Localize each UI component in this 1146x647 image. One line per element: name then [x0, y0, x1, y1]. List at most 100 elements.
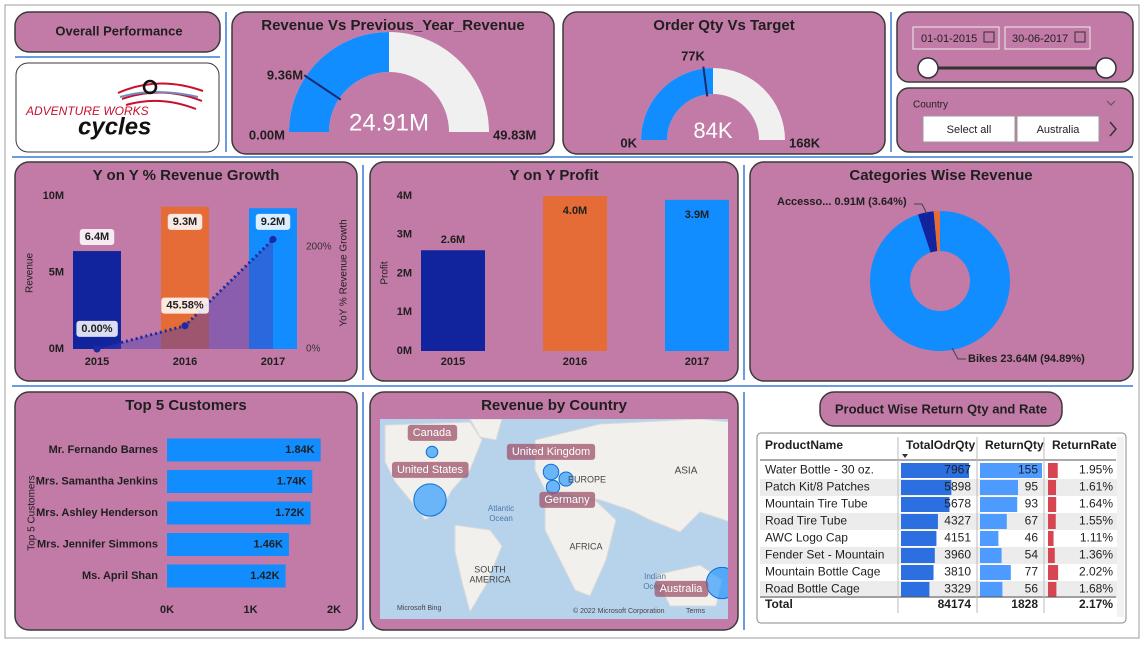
y-tick-label: Mrs. Ashley Henderson	[36, 507, 158, 519]
return-bar	[980, 480, 1018, 495]
cell: 2.02%	[1079, 565, 1113, 579]
bar	[249, 208, 297, 349]
cell: 3960	[944, 548, 971, 562]
bar	[167, 470, 313, 493]
bar-value-label: 2.6M	[441, 234, 465, 246]
bar-value-label: 1.74K	[277, 475, 306, 487]
panel-title: Top 5 Customers	[125, 397, 246, 414]
cell: Mountain Tire Tube	[765, 497, 868, 511]
calendar-icon[interactable]	[1074, 31, 1086, 43]
gauge-max: 168K	[789, 135, 821, 150]
chevron[interactable]	[1106, 100, 1116, 106]
map-text: EUROPE	[568, 474, 606, 484]
growth-value-label-box	[161, 297, 209, 314]
leader-line	[951, 347, 966, 360]
bar	[167, 564, 286, 588]
panel-title: Y on Y Profit	[509, 167, 598, 184]
map-text: AMERICA	[469, 574, 510, 584]
map-bubble-label: Canada	[413, 427, 452, 439]
slider-handle[interactable]	[1095, 57, 1117, 79]
growth-value-label: 45.58%	[166, 300, 204, 312]
date-input[interactable]	[912, 26, 1000, 50]
cell: 54	[1025, 548, 1039, 562]
map-text: SOUTH	[474, 564, 506, 574]
cell: 1.36%	[1079, 548, 1113, 562]
rate-bar	[1048, 480, 1057, 495]
map-bubble-label-box	[539, 491, 596, 508]
gauge-target	[702, 66, 709, 97]
y2-tick-label: 0%	[306, 344, 321, 355]
gauge-target	[303, 74, 342, 101]
growth-area	[97, 239, 273, 349]
overall-performance-button[interactable]	[14, 11, 221, 53]
map-bubble	[545, 479, 561, 495]
map-bubble-label: United Kingdom	[512, 446, 590, 458]
cell: Road Tire Tube	[765, 514, 847, 528]
map-text: © 2022 Microsoft Corporation	[573, 607, 665, 615]
cell: 1.11%	[1080, 531, 1113, 545]
map-bubble	[413, 483, 447, 517]
growth-point	[269, 235, 277, 243]
rate-bar	[1048, 548, 1055, 563]
qty-bar	[901, 514, 938, 529]
axis-title: Top 5 Customers	[27, 475, 38, 551]
panel-title: Categories Wise Revenue	[849, 167, 1032, 184]
y-tick-label: 2M	[397, 267, 412, 279]
map-bubble	[542, 463, 560, 481]
panel	[749, 161, 1134, 382]
map-text: ASIA	[675, 466, 698, 477]
qty-bar	[901, 531, 937, 546]
chevron[interactable]	[1109, 121, 1117, 137]
x-tick-label: 2017	[685, 356, 709, 368]
y-tick-label: 0M	[49, 343, 64, 355]
slicer-option[interactable]	[922, 115, 1016, 143]
bar-value-label: 1.46K	[254, 538, 283, 550]
gauge-max: 49.83M	[493, 127, 536, 142]
cell: 3810	[944, 565, 971, 579]
map-text: Indian	[644, 572, 666, 581]
growth-point	[181, 322, 189, 330]
cell: Fender Set - Mountain	[765, 548, 884, 562]
slicer-option[interactable]	[1016, 115, 1100, 143]
y-tick-label: 5M	[49, 266, 64, 278]
cell: Mountain Bottle Cage	[765, 565, 881, 579]
calendar-icon[interactable]	[983, 31, 995, 43]
scrollbar[interactable]	[1117, 437, 1124, 617]
return-bar	[980, 463, 1042, 478]
bar-value-label-box	[167, 213, 203, 230]
bar	[665, 199, 729, 351]
return-bar	[980, 548, 1002, 563]
growth-value-label: 0.00%	[81, 323, 112, 335]
bar	[167, 533, 289, 556]
bar-value-label: 6.4M	[85, 231, 109, 243]
x-tick-label: 2K	[327, 604, 341, 616]
axis-title: YoY % Revenue Growth	[339, 219, 350, 326]
cell: 5678	[944, 497, 971, 511]
cell: 67	[1025, 514, 1039, 528]
cell: 1828	[1011, 597, 1038, 611]
cell: 4327	[944, 514, 971, 528]
map-bubble	[558, 471, 574, 487]
bar	[421, 250, 485, 351]
cell: 77	[1025, 565, 1039, 579]
gauge-value	[289, 32, 389, 132]
bar	[167, 501, 311, 525]
cell: Total	[765, 597, 793, 611]
frame	[4, 4, 1140, 639]
date-input[interactable]	[1004, 26, 1091, 50]
slider-handle[interactable]	[917, 57, 939, 79]
map-land	[544, 499, 617, 597]
map-land	[454, 524, 503, 614]
map-land	[469, 419, 503, 441]
y-tick-label: 0M	[397, 345, 412, 357]
return-bar	[980, 514, 1007, 529]
cell: 1.64%	[1079, 497, 1113, 511]
cell: 1.61%	[1079, 480, 1113, 494]
panel-title: Y on Y % Revenue Growth	[93, 167, 280, 184]
slicer-option-label: Australia	[1037, 124, 1081, 136]
bar	[543, 196, 607, 351]
cell: 84174	[938, 597, 972, 611]
